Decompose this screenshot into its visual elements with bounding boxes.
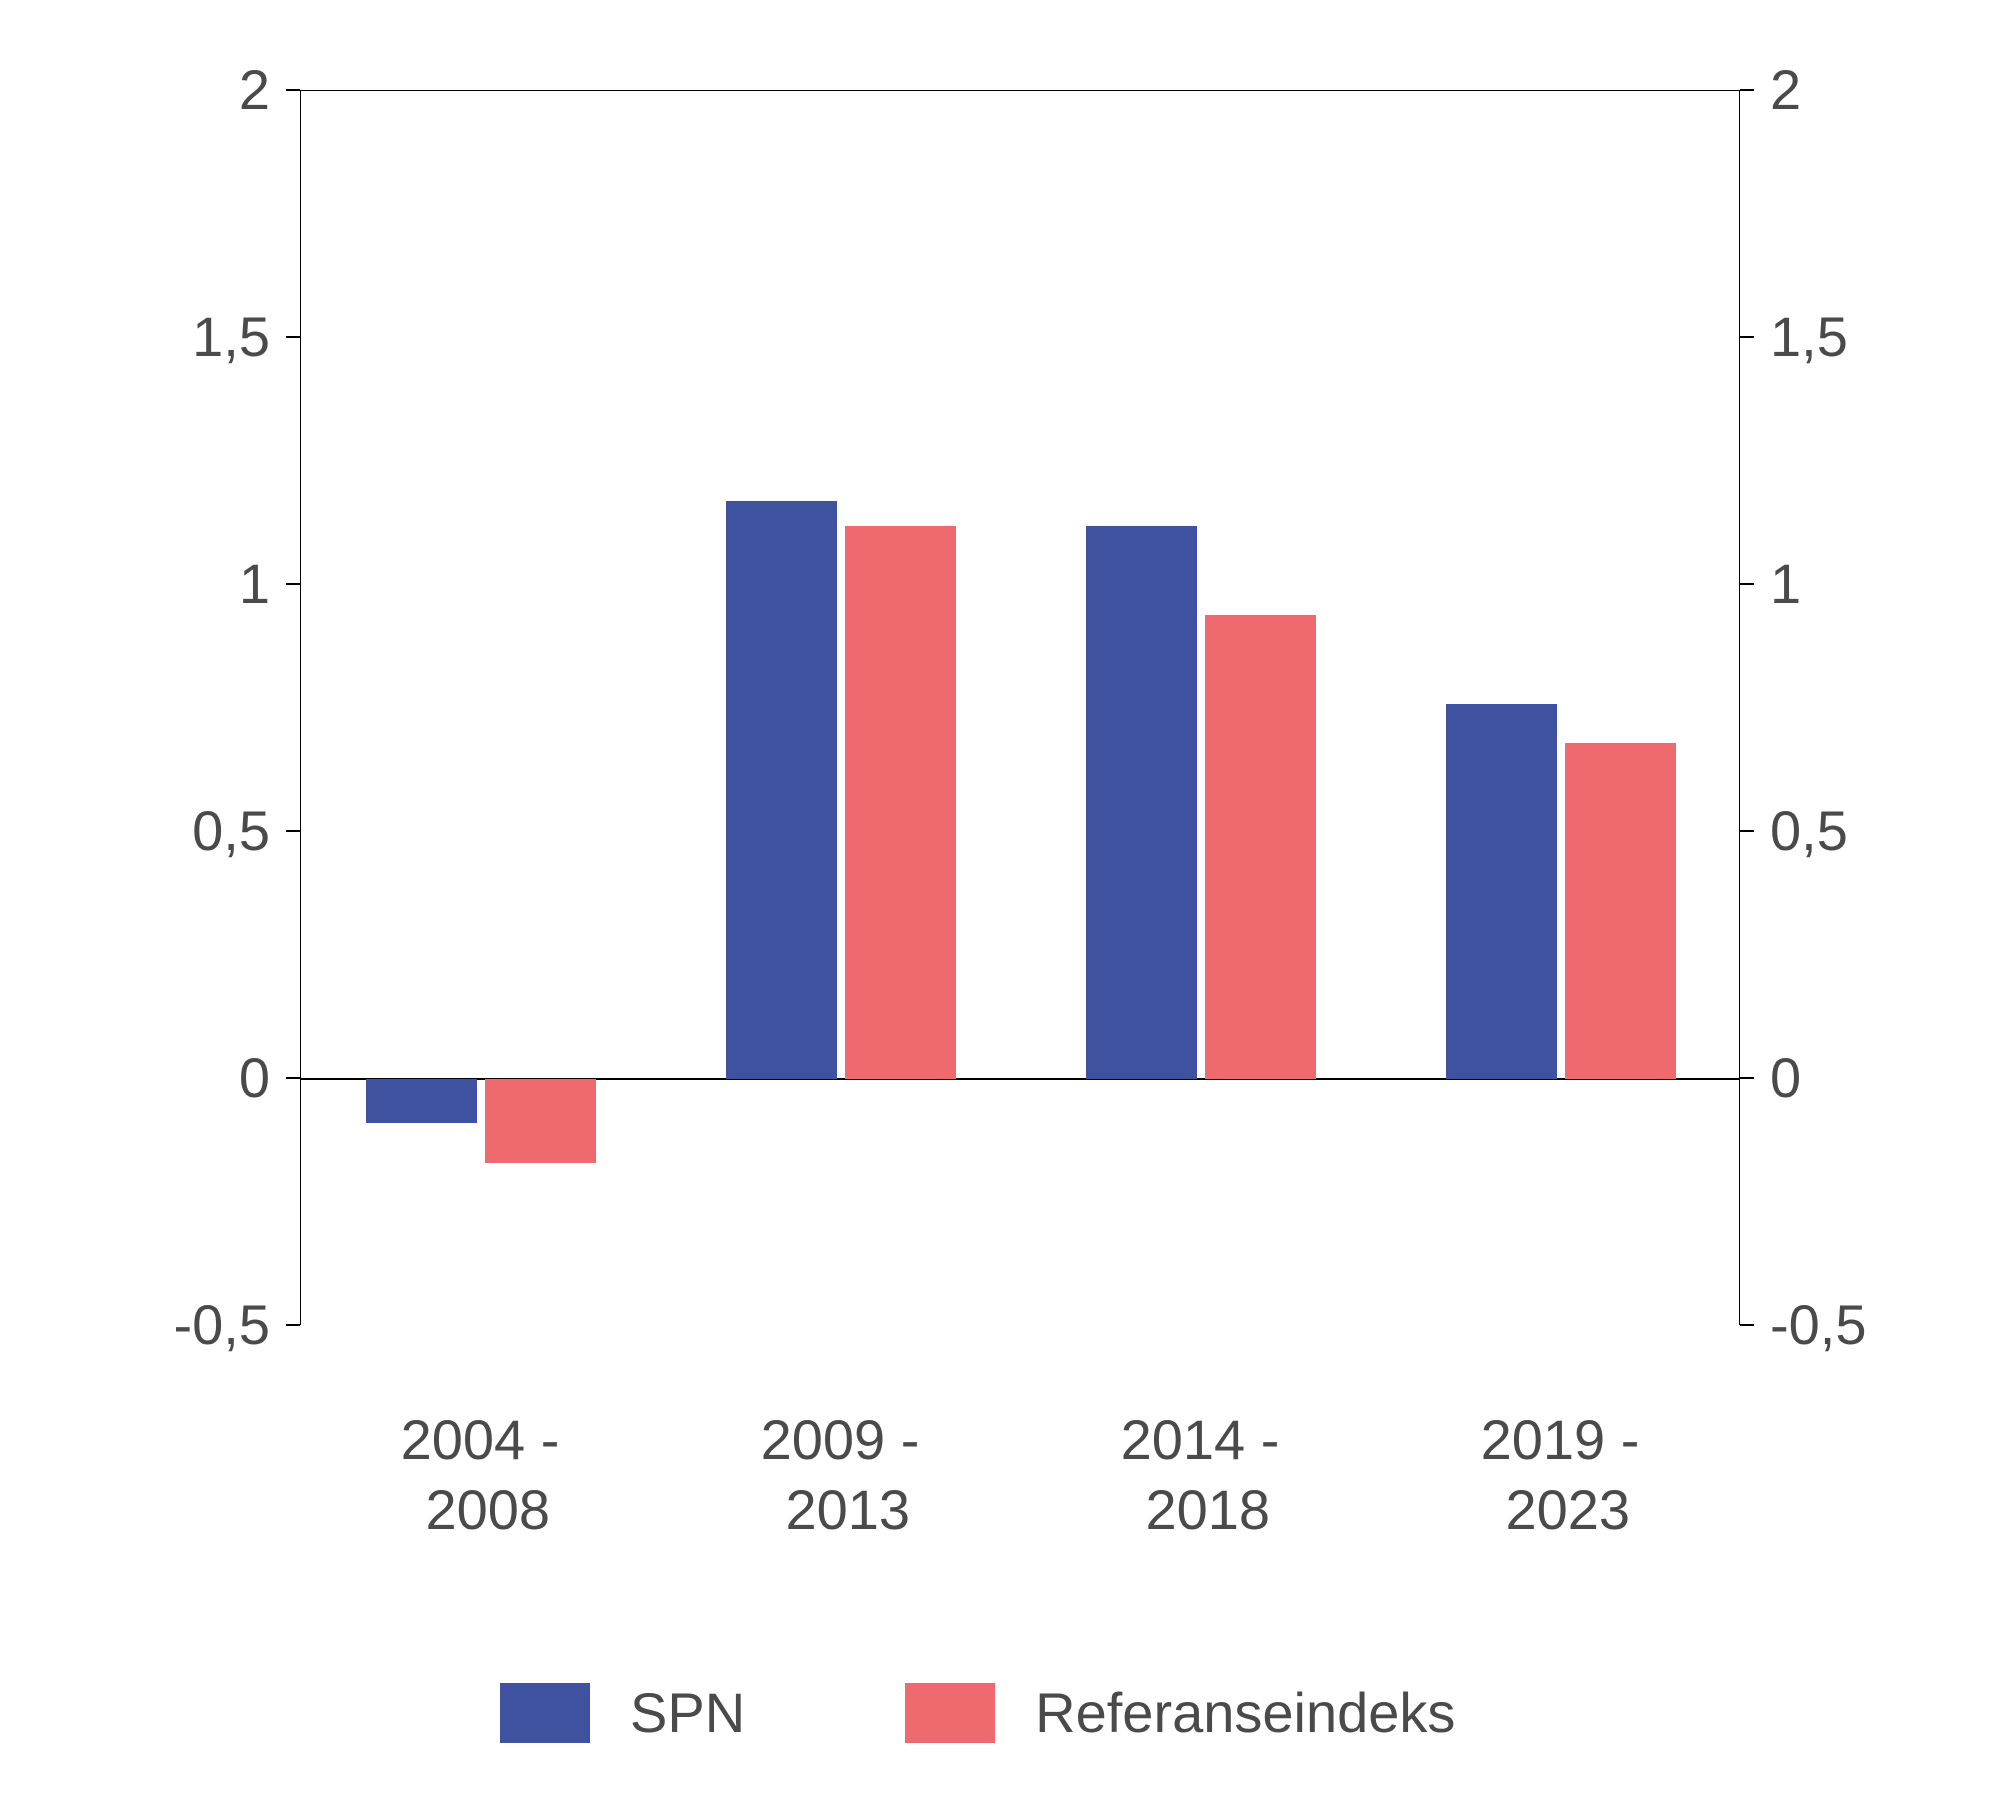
y-axis-label-right: 2	[1770, 62, 2000, 118]
x-axis-label: 2004 - 2008	[300, 1405, 660, 1545]
y-axis-label-left: 0,5	[20, 803, 270, 859]
y-axis-label-left: 2	[20, 62, 270, 118]
legend: SPN Referanseindeks	[500, 1680, 1455, 1745]
chart-container: SPN Referanseindeks -0,5 -0,5 0 0 0,5 0,5 1 1 1,5…	[0, 0, 2000, 1816]
y-tick-mark	[286, 1324, 300, 1326]
bar	[726, 501, 838, 1079]
y-axis-label-left: 1	[20, 556, 270, 612]
y-tick-mark	[1740, 1324, 1754, 1326]
y-tick-mark	[1740, 830, 1754, 832]
bar	[845, 526, 957, 1079]
x-axis-label: 2014 - 2018	[1020, 1405, 1380, 1545]
bar	[1086, 526, 1198, 1079]
bar	[1205, 615, 1317, 1079]
x-axis-label: 2009 - 2013	[660, 1405, 1020, 1545]
y-axis-label-right: -0,5	[1770, 1297, 2000, 1353]
y-axis-label-right: 0,5	[1770, 803, 2000, 859]
bar	[1446, 704, 1558, 1079]
y-axis-label-left: 0	[20, 1050, 270, 1106]
y-tick-mark	[286, 1077, 300, 1079]
legend-label: Referanseindeks	[1035, 1680, 1455, 1745]
legend-swatch	[500, 1683, 590, 1743]
legend-label: SPN	[630, 1680, 745, 1745]
bar	[1565, 743, 1677, 1079]
y-axis-label-left: -0,5	[20, 1297, 270, 1353]
bar	[366, 1079, 478, 1123]
y-tick-mark	[286, 583, 300, 585]
y-tick-mark	[1740, 336, 1754, 338]
y-tick-mark	[286, 830, 300, 832]
y-tick-mark	[1740, 1077, 1754, 1079]
y-tick-mark	[286, 336, 300, 338]
y-axis-label-right: 0	[1770, 1050, 2000, 1106]
y-tick-mark	[1740, 583, 1754, 585]
y-axis-label-right: 1,5	[1770, 309, 2000, 365]
plot-area	[300, 90, 1740, 1325]
x-axis-label: 2019 - 2023	[1380, 1405, 1740, 1545]
y-axis-label-right: 1	[1770, 556, 2000, 612]
y-axis-label-left: 1,5	[20, 309, 270, 365]
y-tick-mark	[286, 89, 300, 91]
legend-swatch	[905, 1683, 995, 1743]
y-tick-mark	[1740, 89, 1754, 91]
bar	[485, 1079, 597, 1163]
